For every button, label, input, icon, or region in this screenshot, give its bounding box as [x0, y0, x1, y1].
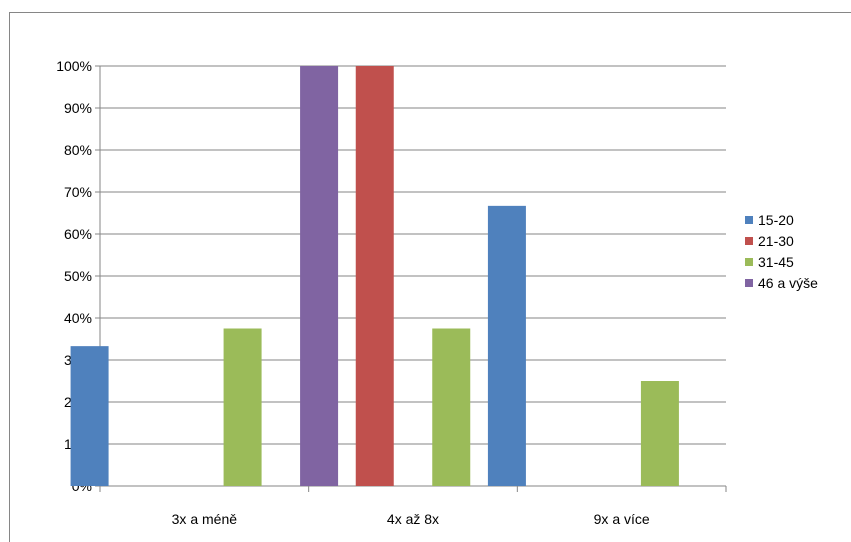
- bar: [355, 66, 394, 486]
- legend-label: 15-20: [758, 212, 794, 228]
- bar: [432, 328, 471, 486]
- gridlines: [100, 65, 726, 445]
- y-tick-label: 60%: [64, 226, 92, 242]
- legend-swatch: [745, 279, 753, 287]
- y-tick-label: 100%: [56, 58, 92, 74]
- legend-label: 46 a výše: [758, 275, 818, 291]
- y-tick-label: 70%: [64, 184, 92, 200]
- y-tick-label: 90%: [64, 100, 92, 116]
- x-tick-label: 3x a méně: [172, 511, 238, 527]
- bar: [640, 381, 679, 486]
- legend-swatch: [745, 237, 753, 245]
- bars: [70, 66, 679, 487]
- y-tick-label: 40%: [64, 310, 92, 326]
- x-tick-label: 9x a více: [594, 511, 650, 527]
- legend-swatch: [745, 216, 753, 224]
- legend-swatch: [745, 258, 753, 266]
- legend-label: 21-30: [758, 233, 794, 249]
- x-tick-label: 4x až 8x: [387, 511, 439, 527]
- bar: [223, 328, 262, 486]
- legend: 15-20 21-30 31-45 46 a výše: [745, 212, 818, 291]
- legend-label: 31-45: [758, 254, 794, 270]
- x-axis: 3x a méně 4x až 8x 9x a více: [99, 485, 727, 527]
- bar: [487, 205, 526, 487]
- y-tick-label: 50%: [64, 268, 92, 284]
- y-tick-label: 80%: [64, 142, 92, 158]
- bar: [70, 346, 109, 486]
- chart-frame: [9, 12, 851, 542]
- bar: [300, 66, 339, 486]
